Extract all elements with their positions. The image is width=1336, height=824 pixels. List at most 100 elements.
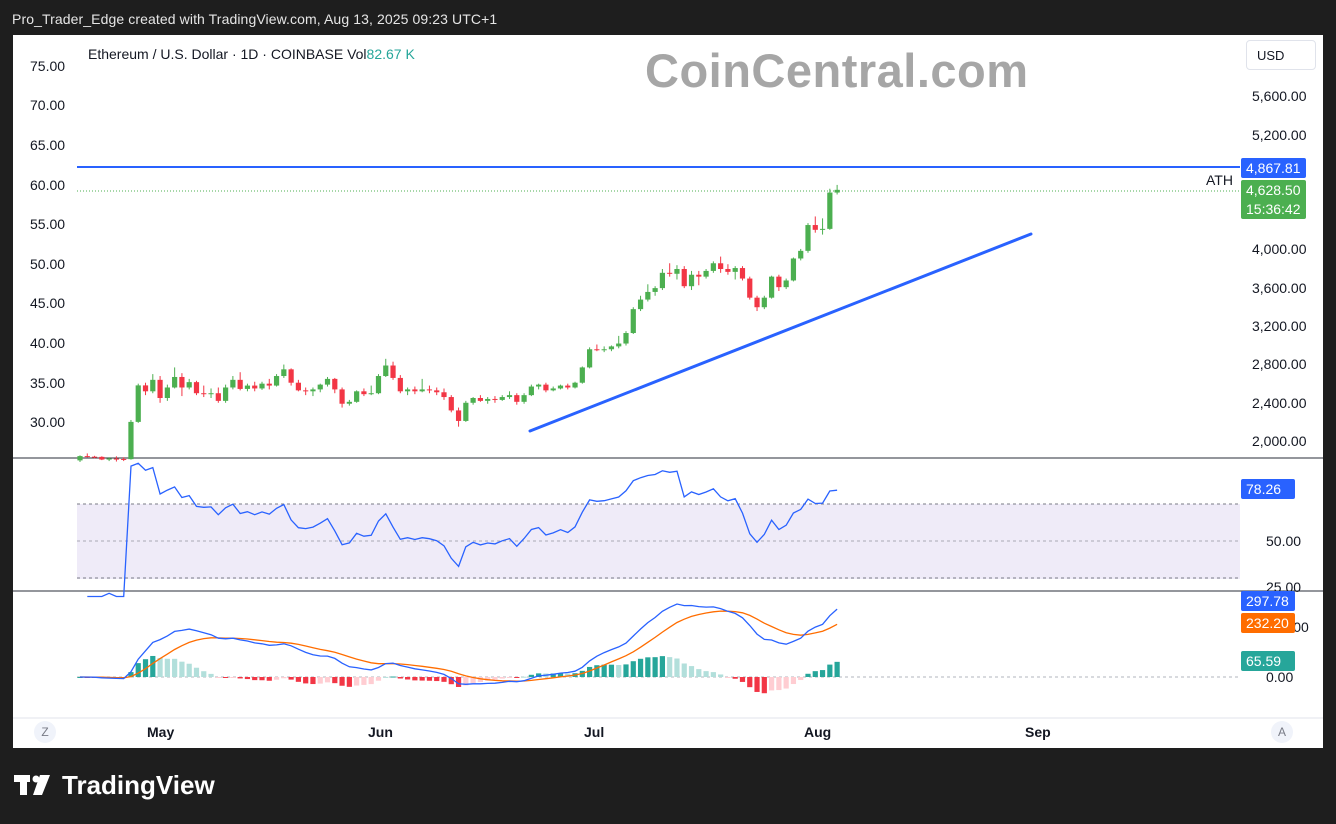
left-price-axis[interactable]: 75.00 70.00 65.00 60.00 55.00 50.00 45.0…: [30, 58, 65, 430]
macd-histogram-bar: [157, 657, 163, 677]
macd-line: [79, 603, 838, 685]
macd-histogram-bar: [186, 663, 192, 677]
left-axis-tick: 55.00: [30, 216, 65, 232]
currency-button[interactable]: USD: [1246, 40, 1316, 70]
macd-histogram-bar: [397, 677, 403, 679]
macd-histogram-bar: [499, 677, 505, 679]
macd-histogram-bar: [419, 677, 425, 681]
candle-body: [419, 389, 425, 392]
candle-body: [761, 297, 767, 308]
candle-body: [688, 274, 695, 287]
candle-body: [215, 393, 221, 401]
macd-histogram-bar: [266, 677, 272, 681]
macd-histogram-bar: [208, 673, 214, 677]
macd-histogram-bar: [550, 673, 556, 677]
candle-body: [645, 291, 651, 300]
macd-histogram-bar: [470, 677, 476, 684]
candle-body: [390, 365, 396, 378]
rsi-axis-tick: 50.00: [1266, 533, 1301, 549]
time-axis-label: Jul: [584, 724, 604, 740]
candle-body: [783, 280, 789, 288]
macd-histogram-bar: [252, 677, 258, 681]
macd-histogram-bar: [164, 658, 170, 677]
candle-body: [295, 382, 301, 391]
left-axis-tick: 40.00: [30, 335, 65, 351]
right-axis-tick: 3,600.00: [1252, 280, 1307, 296]
macd-histogram-bar: [703, 671, 709, 677]
macd-histogram-bar: [390, 676, 396, 678]
chart-canvas[interactable]: 75.00 70.00 65.00 60.00 55.00 50.00 45.0…: [13, 35, 1323, 748]
tradingview-logo[interactable]: TradingView: [14, 770, 215, 801]
candle-body: [273, 376, 280, 386]
macd-histogram-bar: [463, 677, 469, 686]
macd-histogram-bar: [448, 677, 454, 685]
macd-histogram-bar: [783, 677, 789, 689]
candle-body: [812, 225, 818, 230]
macd-histogram-bar: [332, 677, 338, 684]
macd-axis-tick: 0.00: [1266, 669, 1293, 685]
candle-body: [790, 258, 797, 281]
left-axis-tick: 60.00: [30, 177, 65, 193]
macd-histogram-bar: [659, 656, 665, 677]
zoom-reset-button[interactable]: Z: [34, 721, 56, 743]
symbol-legend[interactable]: Ethereum / U.S. Dollar · 1D · COINBASE V…: [88, 46, 415, 62]
macd-histogram-bar: [805, 673, 811, 677]
macd-histogram-bar: [383, 676, 389, 678]
candle-body: [208, 393, 214, 395]
macd-histogram-bar: [303, 677, 309, 684]
candle-body: [805, 225, 811, 251]
macd-histogram-bar: [281, 677, 287, 679]
macd-histogram-bar: [172, 658, 178, 677]
candle-body: [237, 379, 243, 389]
candle-body: [266, 383, 272, 386]
candle-body: [819, 228, 826, 230]
macd-histogram-bar: [405, 677, 411, 680]
candle-body: [354, 391, 360, 402]
macd-histogram-bar: [754, 677, 760, 692]
macd-histogram-bar: [244, 677, 251, 680]
rsi-value-tag: 78.26: [1241, 479, 1295, 499]
macd-histogram-bar: [354, 677, 360, 686]
candle-body: [375, 376, 382, 394]
macd-histogram-bar: [485, 677, 491, 681]
macd-histogram-bar: [725, 677, 731, 678]
ath-price-tag: 4,867.81: [1241, 158, 1306, 178]
right-axis-tick: 2,800.00: [1252, 356, 1307, 372]
macd-histogram-bar: [135, 663, 141, 677]
candle-body: [798, 250, 804, 259]
macd-histogram-bar: [514, 677, 520, 678]
candle-body: [536, 384, 542, 387]
candle-body: [201, 393, 207, 395]
candle-body: [514, 395, 520, 402]
candle-body: [397, 377, 403, 392]
right-axis-tick: 4,000.00: [1252, 241, 1307, 257]
macd-histogram-bar: [688, 666, 695, 677]
time-axis[interactable]: May Jun Jul Aug Sep: [147, 724, 1051, 740]
macd-histogram-bar: [310, 677, 316, 685]
chart-frame[interactable]: 75.00 70.00 65.00 60.00 55.00 50.00 45.0…: [13, 35, 1323, 748]
macd-histogram-bar: [521, 676, 527, 678]
macd-histogram-bar: [630, 661, 636, 677]
candle-body: [470, 398, 476, 403]
candle-body: [405, 389, 411, 392]
trendline[interactable]: [528, 232, 1033, 433]
candle-body: [557, 385, 564, 389]
macd-histogram-bar: [594, 665, 600, 677]
macd-histogram-bar: [696, 669, 702, 677]
macd-histogram-bar: [776, 677, 782, 691]
candle-body: [521, 395, 527, 402]
candle-body: [710, 263, 716, 271]
right-axis-tick: 5,600.00: [1252, 88, 1307, 104]
auto-scale-button[interactable]: A: [1271, 721, 1293, 743]
candle-body: [252, 385, 258, 389]
candle-body: [179, 376, 185, 388]
candle-body: [499, 397, 505, 400]
right-price-axis[interactable]: 5,600.00 5,200.00 4,000.00 3,600.00 3,20…: [1252, 88, 1309, 685]
right-axis-tick: 5,200.00: [1252, 127, 1307, 143]
macd-histogram-bar: [215, 677, 221, 678]
candle-body: [674, 269, 680, 274]
candle-body: [91, 456, 98, 458]
left-axis-tick: 45.00: [30, 295, 65, 311]
candle-body: [485, 398, 491, 401]
candle-body: [608, 346, 615, 350]
